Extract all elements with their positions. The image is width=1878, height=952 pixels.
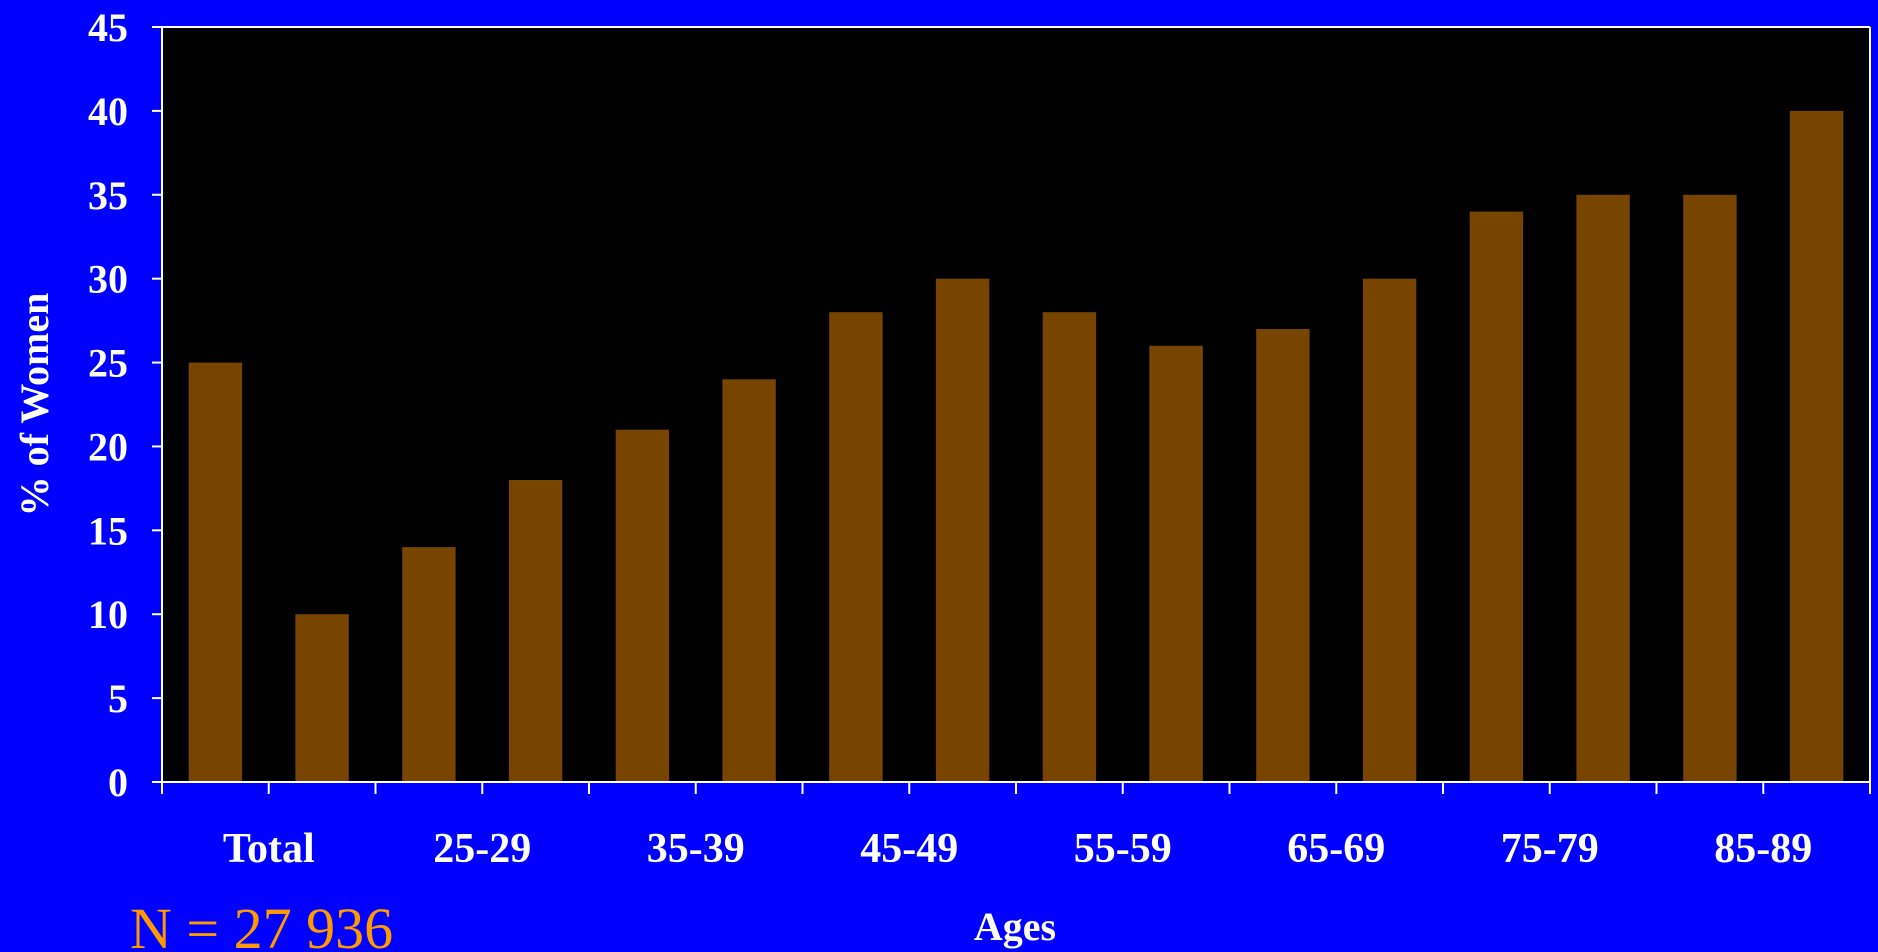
- x-axis-title: Ages: [974, 904, 1056, 949]
- bar-12: [1469, 211, 1524, 783]
- x-tick-label: 35-39: [647, 826, 745, 872]
- bar-15: [1789, 110, 1844, 782]
- bar-8: [1042, 312, 1097, 782]
- y-tick-label: 20: [88, 424, 128, 469]
- bar-6: [829, 312, 883, 782]
- bar-4: [615, 429, 670, 782]
- bar-2: [402, 547, 456, 782]
- y-tick-labels: 0 5 10 15 20 25 30 35 40 45: [88, 5, 128, 805]
- bar-5: [722, 379, 776, 782]
- bars: [188, 110, 1844, 783]
- bar-0: [188, 362, 243, 782]
- y-tick-label: 15: [88, 508, 128, 553]
- axes: [152, 26, 1871, 794]
- bar-9: [1149, 345, 1203, 782]
- x-tick-labels: Total 25-29 35-39 45-49 55-59 65-69 75-79 85-89: [223, 826, 1812, 872]
- y-tick-label: 35: [88, 173, 128, 218]
- y-tick-label: 30: [88, 257, 128, 302]
- bar-3: [508, 480, 563, 782]
- y-tick-label: 45: [88, 5, 128, 50]
- bar-11: [1362, 278, 1417, 782]
- x-tick-label: Total: [223, 826, 315, 872]
- bar-7: [935, 278, 990, 782]
- y-tick-label: 10: [88, 592, 128, 637]
- y-tick-label: 40: [88, 89, 128, 134]
- bar-1: [295, 614, 349, 782]
- y-tick-label: 5: [108, 676, 128, 721]
- x-tick-label: 75-79: [1501, 826, 1599, 872]
- x-tick-label: 85-89: [1714, 826, 1812, 872]
- y-tick-label: 25: [88, 341, 128, 386]
- bar-14: [1683, 194, 1737, 783]
- bar-13: [1576, 194, 1630, 783]
- bar-10: [1256, 329, 1310, 782]
- x-tick-label: 65-69: [1287, 826, 1385, 872]
- x-tick-label: 55-59: [1074, 826, 1172, 872]
- y-tick-label: 0: [108, 760, 128, 805]
- sample-size-note: N = 27 936: [130, 896, 393, 952]
- x-tick-label: 45-49: [860, 826, 958, 872]
- y-axis-title: % of Women: [12, 293, 57, 517]
- x-tick-label: 25-29: [433, 826, 531, 872]
